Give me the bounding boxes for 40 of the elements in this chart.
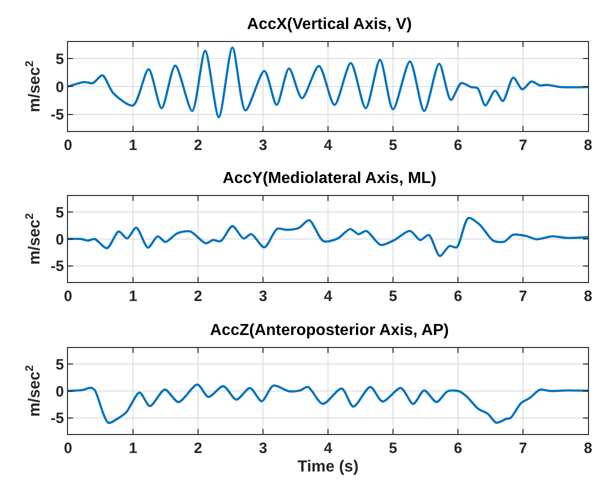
x-axis-title: Time (s): [297, 458, 359, 476]
x-tick-label: 4: [324, 440, 333, 457]
line-series: [68, 46, 588, 118]
y-tick-label: 5: [56, 50, 64, 68]
x-tick-label: 1: [128, 440, 138, 457]
y-tick-label: 0: [56, 231, 64, 248]
x-tick-label: 3: [258, 137, 268, 154]
x-tick-label: 6: [454, 440, 462, 457]
line-series: [68, 383, 588, 424]
x-tick-label: 6: [454, 137, 462, 154]
line-series: [68, 216, 588, 258]
x-tick-label: 1: [128, 288, 138, 305]
chart-title: AccX(Vertical Axis, V): [247, 16, 412, 33]
x-tick-label: 4: [324, 288, 333, 305]
x-tick-label: 1: [128, 137, 138, 154]
y-tick-label: 0: [56, 383, 64, 400]
x-tick-label: 5: [388, 440, 398, 457]
x-tick-label: 2: [194, 288, 202, 305]
x-tick-label: 8: [584, 288, 592, 305]
x-tick-label: 7: [518, 137, 528, 154]
chart-title: AccZ(Anteroposterior Axis, AP): [210, 322, 449, 339]
chart-title: AccY(Mediolateral Axis, ML): [222, 170, 436, 187]
x-tick-label: 5: [388, 288, 398, 305]
x-tick-label: 8: [584, 440, 592, 457]
x-tick-label: 2: [194, 440, 202, 457]
y-tick-label: 0: [56, 78, 64, 96]
x-tick-label: 7: [518, 440, 528, 457]
x-tick-label: 8: [584, 137, 592, 154]
x-tick-label: 6: [454, 288, 462, 305]
y-tick-label: 5: [56, 204, 64, 222]
y-tick-label: -5: [50, 410, 64, 428]
x-tick-label: 3: [258, 288, 268, 305]
y-tick-label: -5: [50, 258, 64, 276]
x-tick-label: 3: [258, 440, 268, 457]
x-tick-label: 2: [194, 137, 202, 154]
y-tick-label: 5: [56, 356, 64, 374]
x-tick-label: 5: [388, 137, 398, 154]
x-tick-label: 7: [518, 288, 528, 305]
y-tick-label: -5: [50, 106, 64, 124]
x-tick-label: 4: [324, 137, 333, 154]
